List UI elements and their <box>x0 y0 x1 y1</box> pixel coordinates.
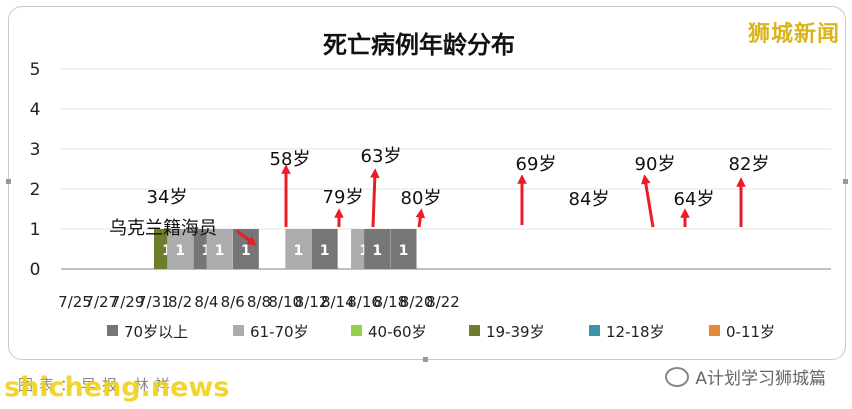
resize-handle-right[interactable] <box>843 179 848 184</box>
legend-swatch <box>107 325 118 336</box>
bar-data-label: 1 <box>320 243 330 259</box>
bar-data-label: 1 <box>215 243 225 259</box>
annotation-label: 64岁 <box>674 189 715 210</box>
x-tick-label: 8/20 <box>400 293 434 311</box>
bar-data-label: 1 <box>399 243 409 259</box>
wechat-account-name: A计划学习狮城篇 <box>695 369 826 389</box>
x-tick-label: 8/16 <box>347 293 381 311</box>
chart-frame: 死亡病例年龄分布 0 1 2 3 4 5 7/25 7/27 7/29 7/31 8/2 8/4 8/6 8… <box>6 6 848 362</box>
y-tick-label: 2 <box>30 180 41 200</box>
wechat-account[interactable]: A计划学习狮城篇 <box>665 364 826 389</box>
x-tick-label: 8/12 <box>295 293 329 311</box>
legend-swatch <box>589 325 600 336</box>
bar <box>390 229 417 269</box>
y-tick-label: 5 <box>30 60 41 80</box>
annotation-arrow <box>370 168 380 228</box>
watermark-bottom-left: shicheng.news <box>4 372 230 403</box>
annotation-label: 90岁 <box>635 154 676 175</box>
annotation-label: 80岁 <box>401 188 442 209</box>
bar <box>167 229 194 269</box>
x-tick-label: 7/25 <box>58 293 92 311</box>
x-tick-label: 8/2 <box>168 293 192 311</box>
legend-swatch <box>351 325 362 336</box>
bar <box>285 229 312 269</box>
bar-data-label: 1 <box>175 243 185 259</box>
annotation-label: 82岁 <box>729 154 770 175</box>
bar-data-label: 1 <box>372 243 382 259</box>
x-tick-label: 8/4 <box>194 293 218 311</box>
wechat-icon <box>665 367 690 387</box>
bar <box>311 229 338 269</box>
bar-data-label: 1 <box>294 243 304 259</box>
bar <box>232 229 259 269</box>
bar-data-label: 1 <box>162 243 172 259</box>
bar <box>364 229 391 269</box>
x-tick-label: 7/31 <box>137 293 171 311</box>
x-tick-label: 8/8 <box>247 293 271 311</box>
resize-handle-bottom[interactable] <box>423 357 428 362</box>
bar-data-label: 1 <box>241 243 251 259</box>
y-tick-label: 0 <box>30 260 41 280</box>
legend-label: 61-70岁 <box>250 323 309 341</box>
chart-title: 死亡病例年龄分布 <box>323 31 515 59</box>
annotation-label: 79岁 <box>323 187 364 208</box>
watermark-top-right: 狮城新闻 <box>747 22 840 47</box>
annotation-label: 58岁 <box>270 149 311 170</box>
x-tick-label: 7/27 <box>84 293 118 311</box>
y-tick-label: 3 <box>30 140 41 160</box>
resize-handle-left[interactable] <box>6 179 11 184</box>
x-tick-label: 7/29 <box>111 293 145 311</box>
bar-data-label: 1 <box>202 243 212 259</box>
annotation-label: 84岁 <box>569 189 610 210</box>
legend-label: 0-11岁 <box>726 323 775 341</box>
y-tick-label: 1 <box>30 220 41 240</box>
y-tick-label: 4 <box>30 100 41 120</box>
footer: 图表：早报 林祥 shicheng.news A计划学习狮城篇 <box>0 362 852 409</box>
x-tick-label: 8/6 <box>221 293 245 311</box>
legend-label: 40-60岁 <box>368 323 427 341</box>
annotation-arrow <box>641 174 655 228</box>
annotation-label: 34岁 <box>147 187 188 208</box>
legend-swatch <box>709 325 720 336</box>
x-tick-label: 8/22 <box>426 293 460 311</box>
x-tick-label: 8/18 <box>374 293 408 311</box>
annotation-arrow <box>236 229 257 246</box>
annotation-arrow <box>415 208 426 228</box>
x-tick-label: 8/10 <box>268 293 302 311</box>
legend-label: 12-18岁 <box>606 323 665 341</box>
legend-label: 70岁以上 <box>124 323 188 341</box>
x-tick-label: 8/14 <box>321 293 355 311</box>
annotation-label: 69岁 <box>516 154 557 175</box>
bar <box>206 229 233 269</box>
bar-data-label: 1 <box>359 243 369 259</box>
annotation-label: 63岁 <box>361 146 402 167</box>
legend-swatch <box>233 325 244 336</box>
annotation-label: 乌克兰籍海员 <box>109 218 217 239</box>
legend-swatch <box>469 325 480 336</box>
legend-label: 19-39岁 <box>486 323 545 341</box>
chart-credit: 图表：早报 林祥 <box>18 376 176 394</box>
